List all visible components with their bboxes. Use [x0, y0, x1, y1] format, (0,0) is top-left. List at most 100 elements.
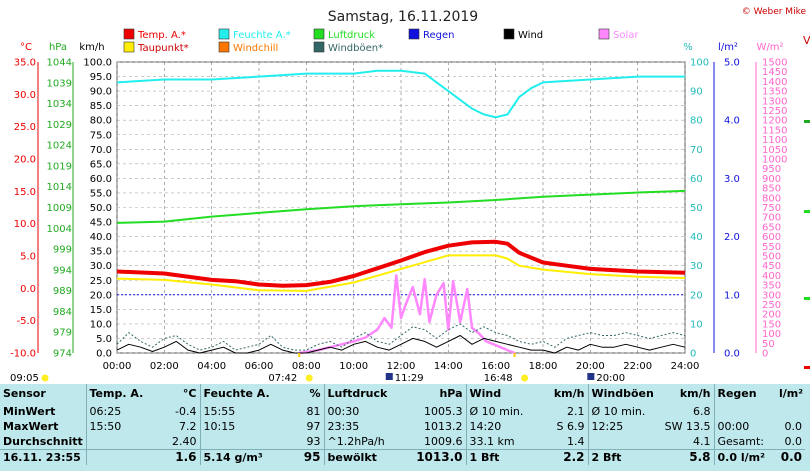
table-cell: [85, 434, 148, 450]
table-header-cell: Luftdruck: [323, 384, 388, 404]
tick-label-wind: 65.0: [90, 159, 112, 170]
sun-icon: [41, 374, 49, 382]
x-tick-label: 14:00: [434, 361, 463, 372]
table-cell: Ø 10 min.: [465, 404, 530, 419]
moon2-time: 20:00: [596, 373, 625, 384]
tick-label-solar: 0: [762, 349, 768, 360]
tick-label-wind: 45.0: [90, 218, 112, 229]
wind-series: [116, 335, 686, 354]
tick-label-wind: 100.0: [83, 58, 112, 69]
tick-label-temp: -10.0: [10, 349, 36, 360]
solar-series: [299, 274, 516, 355]
tick-label-solar: 250: [762, 300, 781, 311]
edge-swatch: [804, 210, 810, 213]
tick-label-solar: 750: [762, 203, 781, 214]
tick-label-wind: 60.0: [90, 174, 112, 185]
table-header-cell: Sensor: [3, 387, 46, 400]
tick-label-wind: 5.0: [96, 334, 112, 345]
table-row: MaxWert 15:50 7.2 10:15 97 23:35 1013.2 14:20 S …: [0, 419, 805, 434]
tick-label-solar: 1150: [762, 125, 787, 136]
humidity-series: [116, 69, 685, 119]
table-header-cell: km/h: [679, 387, 711, 400]
tick-label-solar: 1500: [762, 58, 787, 69]
table-cell: 5.8: [656, 449, 714, 465]
table-cell: 00:30: [323, 404, 388, 419]
table-cell: 2.40: [172, 435, 197, 448]
legend-swatch: [503, 28, 515, 40]
tick-label-solar: 500: [762, 252, 781, 263]
axis-unit-temp: °C: [20, 42, 32, 53]
tick-label-temp: 35.0: [14, 58, 36, 69]
tick-label-wind: 80.0: [90, 116, 112, 127]
x-tick-label: 08:00: [292, 361, 321, 372]
tick-label-wind: 50.0: [90, 203, 112, 214]
tick-label-wind: 55.0: [90, 188, 112, 199]
legend-label: Solar: [613, 30, 639, 41]
tick-label-wind: 25.0: [90, 276, 112, 287]
tick-label-wind: 90.0: [90, 87, 112, 98]
table-cell: 23:35: [323, 419, 388, 434]
tick-label-humidity: 30: [690, 261, 703, 272]
table-header-cell: %: [309, 387, 321, 400]
tick-label-solar: 100: [762, 329, 781, 340]
axis-unit-rain: l/m²: [718, 42, 738, 53]
table-cell: 4.1: [693, 435, 711, 448]
table-cell: 15:50: [85, 419, 148, 434]
table-cell: 2.1: [567, 405, 585, 418]
tick-label-humidity: 80: [690, 116, 703, 127]
table-header-cell: Wind: [465, 384, 530, 404]
table-cell: bewölkt: [323, 449, 388, 465]
table-cell: 0.0: [784, 420, 803, 433]
tick-label-solar: 550: [762, 242, 781, 253]
table-cell: 16.11. 23:55: [0, 449, 86, 465]
axis-units: °C hPa km/h% l/m² W/m²: [20, 42, 784, 53]
table-cell: 93: [306, 435, 321, 448]
tick-label-solar: 200: [762, 310, 781, 321]
table-cell: 1013.0: [388, 449, 466, 465]
legend: Temp. A.* Feuchte A.* Luftdruck Regen Wind So…: [123, 28, 639, 54]
tick-label-humidity: 10: [690, 319, 703, 330]
table-cell: ^1.2hPa/h: [323, 434, 388, 450]
table-header-cell: Regen: [713, 384, 776, 404]
table-cell: 0.0 l/m²: [713, 449, 776, 465]
tick-label-pressure: 1034: [47, 99, 72, 110]
tick-label-solar: 1400: [762, 77, 787, 88]
tick-label-solar: 1250: [762, 106, 787, 117]
tick-label-pressure: 979: [53, 328, 72, 339]
legend-swatch: [408, 28, 420, 40]
tick-label-wind: 10.0: [90, 319, 112, 330]
tick-label-pressure: 1039: [47, 78, 72, 89]
stats-table: Sensor Temp. A. °C Feuchte A.% Luftdruck hPa W…: [0, 384, 810, 471]
tick-label-humidity: 90: [690, 87, 703, 98]
tick-label-solar: 50: [762, 339, 775, 350]
daylength-time: 09:05: [10, 373, 39, 384]
tick-label-humidity: 20: [690, 290, 703, 301]
table-cell: 81: [306, 405, 321, 418]
tick-label-solar: 400: [762, 271, 781, 282]
tick-label-solar: 1200: [762, 116, 787, 127]
table-cell: 1 Bft: [465, 449, 530, 465]
tick-label-pressure: 974: [53, 349, 72, 360]
sunrise-time: 07:42: [268, 373, 297, 384]
tick-label-solar: 350: [762, 281, 781, 292]
tick-label-temp: 10.0: [14, 219, 36, 230]
x-tick-label: 12:00: [387, 361, 416, 372]
tick-label-wind: 30.0: [90, 261, 112, 272]
table-cell: [713, 404, 776, 419]
tick-label-humidity: 70: [690, 145, 703, 156]
table-cell: 0.0: [776, 449, 805, 465]
table-cell: [85, 449, 148, 465]
tick-label-solar: 700: [762, 213, 781, 224]
table-cell: S 6.9: [556, 420, 585, 433]
tick-label-temp: 15.0: [14, 187, 36, 198]
sunset-sun-icon: [521, 374, 529, 382]
tick-label-pressure: 994: [53, 265, 72, 276]
table-cell: SW 13.5: [664, 420, 711, 433]
legend-label: Feuchte A.*: [233, 30, 291, 41]
table-row: MinWert 06:25 -0.4 15:55 81 00:30 1005.3 Ø 10 m…: [0, 404, 805, 419]
x-tick-label: 22:00: [623, 361, 652, 372]
axis-unit-humidity: %: [683, 42, 693, 53]
tick-label-solar: 1000: [762, 155, 787, 166]
tick-label-solar: 800: [762, 193, 781, 204]
x-tick-label: 24:00: [671, 361, 700, 372]
